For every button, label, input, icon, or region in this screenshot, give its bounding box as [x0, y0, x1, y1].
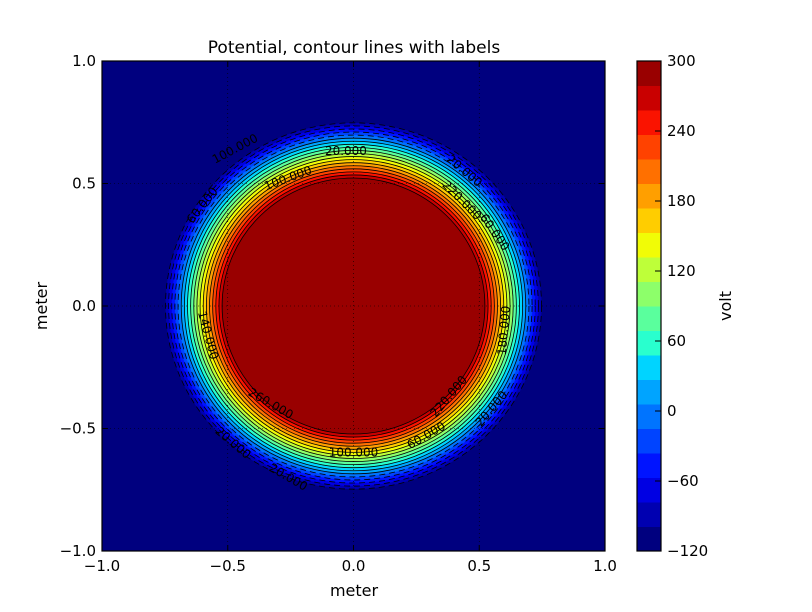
- y-tick-label: 0.5: [72, 175, 96, 193]
- contour-line: [215, 171, 492, 441]
- x-tick-label: −0.5: [210, 557, 246, 575]
- colorbar-segment: [637, 183, 661, 209]
- x-tick-label: 1.0: [593, 557, 617, 575]
- x-tick-label: 0.5: [467, 557, 491, 575]
- colorbar-segment: [637, 355, 661, 380]
- colorbar-segment: [637, 502, 661, 527]
- colorbar-ticks: 300 240 180 120 60 0 −60 −120: [655, 52, 708, 560]
- contour-label: 180.000: [495, 305, 513, 356]
- y-axis-ticks: −1.0 −0.5 0.0 0.5 1.0: [60, 52, 605, 560]
- colorbar-segment: [637, 281, 661, 307]
- colorbar-tick-label: −60: [667, 472, 699, 490]
- y-tick-label: −1.0: [60, 542, 96, 560]
- colorbar-tick-label: 300: [667, 52, 696, 70]
- colorbar-label: volt: [716, 291, 735, 321]
- contour-line: [202, 159, 505, 453]
- chart-title: Potential, contour lines with labels: [208, 38, 501, 58]
- colorbar-tick-label: 180: [667, 192, 696, 210]
- colorbar-segment: [637, 159, 661, 184]
- colorbar-segment: [637, 379, 661, 405]
- colorbar-segment: [637, 428, 661, 454]
- colorbar-segment: [637, 134, 661, 160]
- colorbar-segment: [637, 61, 661, 86]
- contour-line: [187, 143, 520, 469]
- y-axis-label: meter: [32, 282, 51, 331]
- x-axis-ticks: −1.0 −0.5 0.0 0.5 1.0: [84, 61, 617, 575]
- contour-label: 20.000: [325, 144, 367, 158]
- colorbar-segment: [637, 208, 661, 233]
- filled-contour-bands: [165, 122, 542, 490]
- colorbar-tick-label: 0: [667, 402, 677, 420]
- grid-lines: [102, 61, 605, 551]
- colorbar-segment: [637, 330, 661, 356]
- colorbar-segment: [637, 404, 661, 429]
- colorbar-segment: [637, 477, 661, 503]
- colorbar-segment: [637, 232, 661, 258]
- colorbar-tick-label: 240: [667, 122, 696, 140]
- colorbar-segment: [637, 526, 661, 552]
- colorbar: [637, 61, 661, 552]
- contour-label: 100.000: [329, 446, 379, 460]
- colorbar-segment: [637, 257, 661, 282]
- y-tick-label: −0.5: [60, 420, 96, 438]
- y-tick-label: 1.0: [72, 52, 96, 70]
- colorbar-tick-label: 120: [667, 262, 696, 280]
- plot-area: 20.000100.000100.00060.00020.000220.0006…: [102, 61, 605, 551]
- colorbar-segment: [637, 85, 661, 111]
- x-axis-label: meter: [330, 581, 379, 600]
- colorbar-segment: [637, 306, 661, 331]
- colorbar-segment: [637, 453, 661, 478]
- colorbar-tick-label: 60: [667, 332, 686, 350]
- x-tick-label: 0.0: [342, 557, 366, 575]
- x-tick-label: −1.0: [84, 557, 120, 575]
- colorbar-tick-label: −120: [667, 542, 708, 560]
- y-tick-label: 0.0: [72, 297, 96, 315]
- colorbar-frame: [636, 60, 662, 552]
- contour-line: [171, 128, 536, 484]
